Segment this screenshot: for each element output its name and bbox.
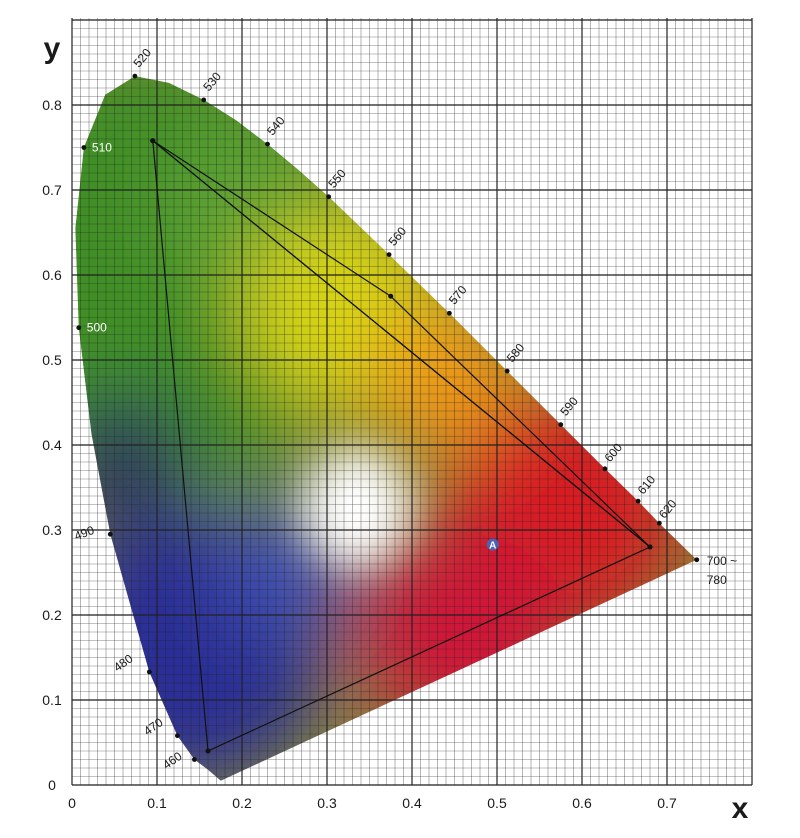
wavelength-point <box>146 669 152 675</box>
wavelength-point <box>602 466 608 472</box>
wavelength-point <box>201 97 207 103</box>
wavelength-point <box>326 194 332 200</box>
gamut-triangle <box>152 140 651 548</box>
wavelength-label: 590 <box>557 394 581 419</box>
axes: x y 0 0.1 0.2 0.3 0.4 0.5 0.6 0.7 0 0.1 0.2 0.3 0.4 0… <box>42 32 748 825</box>
wavelength-point <box>694 557 700 563</box>
x-tick-label: 0.5 <box>487 795 507 811</box>
wavelength-label: 780 <box>707 573 727 587</box>
wavelength-point <box>635 498 641 504</box>
wavelength-point <box>175 733 180 739</box>
wavelength-label: 610 <box>635 472 659 497</box>
gamut-vertex <box>388 293 394 299</box>
wavelength-label: 530 <box>200 69 224 94</box>
wavelength-point <box>81 145 87 150</box>
x-tick-label: 0.2 <box>232 795 252 811</box>
x-tick-label: 0.4 <box>402 795 422 811</box>
wavelength-point <box>386 252 392 257</box>
gamut-vertex <box>205 748 211 754</box>
wavelength-label: 520 <box>130 45 154 70</box>
wavelength-point <box>558 422 564 427</box>
wavelength-point <box>132 73 138 79</box>
y-tick-label: 0.8 <box>42 97 62 113</box>
point-a-marker <box>486 538 499 551</box>
gamut-vertex <box>647 544 653 550</box>
wavelength-label: 580 <box>504 340 528 365</box>
y-tick-label: 0.2 <box>42 607 62 623</box>
wavelength-label: 550 <box>325 166 349 191</box>
y-tick-label: 0.7 <box>42 182 62 198</box>
wavelength-label: 500 <box>87 321 107 335</box>
wavelength-point <box>504 368 510 374</box>
wavelength-point <box>265 141 270 147</box>
y-tick-label: 0.1 <box>42 692 62 708</box>
x-axis-title: x <box>732 792 749 825</box>
y-tick-label: 0 <box>48 777 56 793</box>
y-tick-label: 0.4 <box>42 437 62 453</box>
x-tick-label: 0.1 <box>147 795 167 811</box>
gamut-vertex <box>150 138 156 144</box>
wavelength-label: 600 <box>602 440 626 465</box>
wavelength-label: 560 <box>386 224 410 249</box>
y-tick-label: 0.6 <box>42 267 62 283</box>
point-a-label: A <box>489 540 496 551</box>
wavelength-label: 700 ~ <box>707 554 737 568</box>
x-tick-label: 0.6 <box>572 795 592 811</box>
x-tick-label: 0.7 <box>657 795 677 811</box>
wavelength-label: 620 <box>656 497 680 522</box>
gamut-lines <box>150 138 653 754</box>
wavelength-point <box>76 325 82 331</box>
wavelength-label: 490 <box>72 523 96 543</box>
wavelength-label: 570 <box>446 283 470 308</box>
y-tick-label: 0.3 <box>42 522 62 538</box>
x-tick-label: 0.3 <box>317 795 337 811</box>
x-tick-label: 0 <box>68 795 76 811</box>
wavelength-label: 460 <box>160 749 185 772</box>
wavelength-point <box>107 531 113 537</box>
wavelength-point <box>447 310 452 316</box>
wavelength-label: 470 <box>141 715 166 738</box>
y-tick-label: 0.5 <box>42 352 62 368</box>
grid <box>71 18 753 786</box>
wavelength-point <box>656 520 662 526</box>
y-axis-title: y <box>44 32 61 65</box>
wavelength-point <box>192 757 197 762</box>
wavelength-label: 510 <box>92 141 112 155</box>
